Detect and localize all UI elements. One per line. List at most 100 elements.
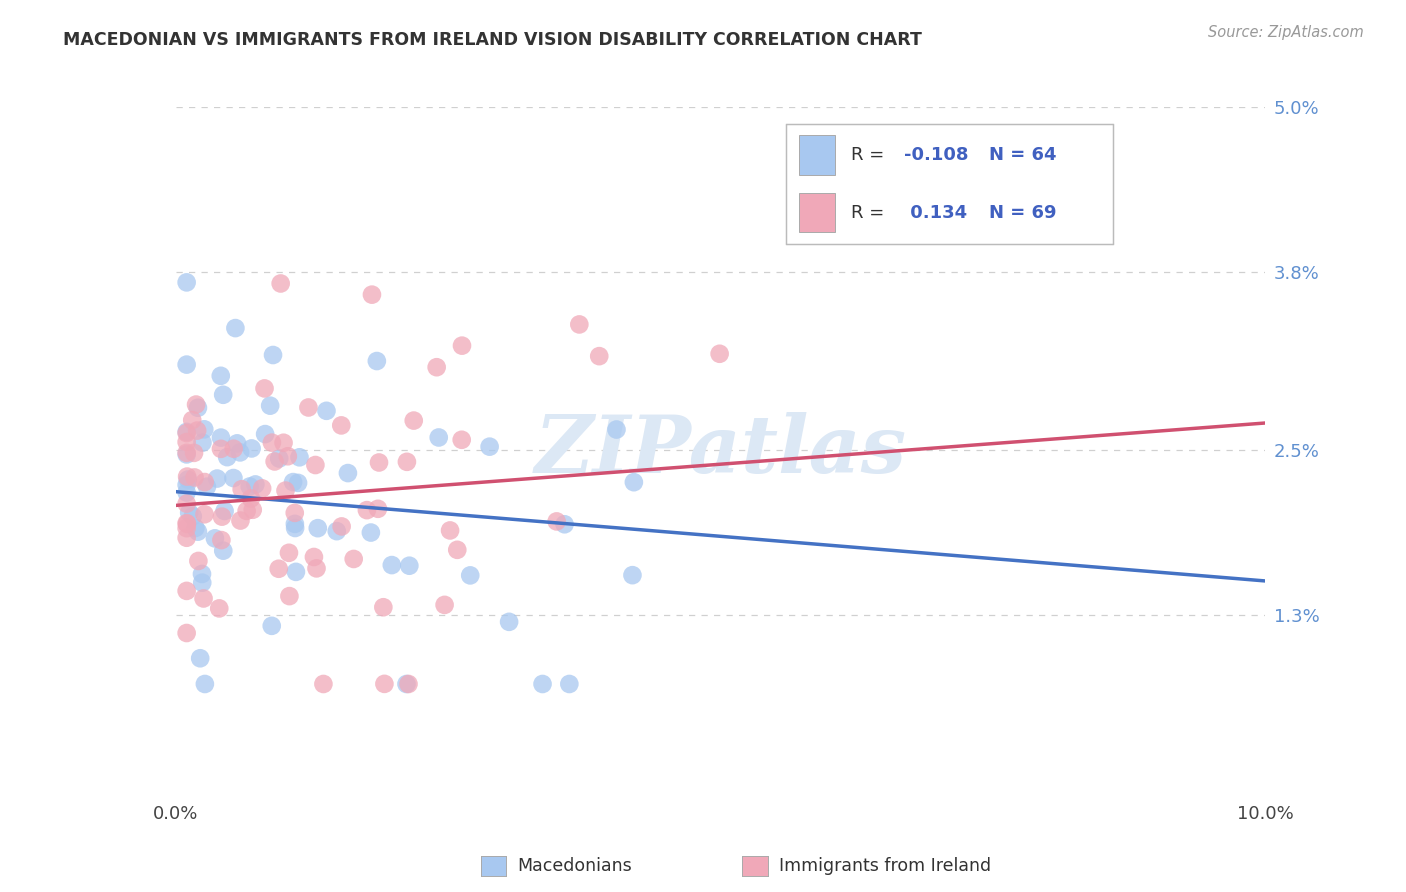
Point xyxy=(433,598,456,612)
Text: Source: ZipAtlas.com: Source: ZipAtlas.com xyxy=(1208,25,1364,40)
Point xyxy=(281,475,304,489)
Point xyxy=(208,601,231,615)
Point xyxy=(343,552,366,566)
Point xyxy=(187,554,209,568)
Point xyxy=(222,442,245,456)
Point xyxy=(181,413,204,427)
Text: -0.108: -0.108 xyxy=(904,146,969,164)
Point xyxy=(304,458,326,472)
Point xyxy=(312,677,335,691)
Point xyxy=(568,318,591,332)
Point xyxy=(194,677,217,691)
Point xyxy=(259,399,281,413)
Point xyxy=(302,549,325,564)
Point xyxy=(240,442,263,456)
FancyBboxPatch shape xyxy=(799,193,835,233)
Point xyxy=(176,425,198,439)
Point xyxy=(427,430,450,444)
Point xyxy=(297,401,319,415)
Point xyxy=(260,435,283,450)
Point xyxy=(176,469,198,483)
Point xyxy=(187,401,209,415)
Point xyxy=(191,575,214,590)
Text: MACEDONIAN VS IMMIGRANTS FROM IRELAND VISION DISABILITY CORRELATION CHART: MACEDONIAN VS IMMIGRANTS FROM IRELAND VI… xyxy=(63,31,922,49)
Point xyxy=(226,436,249,450)
Point xyxy=(193,422,215,436)
Point xyxy=(588,349,610,363)
Point xyxy=(260,619,283,633)
Point xyxy=(222,471,245,485)
Point xyxy=(183,446,205,460)
Point xyxy=(426,360,449,375)
Point xyxy=(262,348,284,362)
Point xyxy=(498,615,520,629)
Point xyxy=(278,589,301,603)
Point xyxy=(242,502,264,516)
Point xyxy=(623,475,645,490)
Point xyxy=(184,398,207,412)
Point xyxy=(250,482,273,496)
Point xyxy=(229,514,252,528)
Point xyxy=(605,423,627,437)
Point xyxy=(235,504,257,518)
Point xyxy=(373,600,395,615)
Point xyxy=(287,475,309,490)
Point xyxy=(531,677,554,691)
Point xyxy=(239,479,262,493)
Point xyxy=(336,466,359,480)
Point xyxy=(209,368,232,383)
Point xyxy=(305,561,328,575)
Point xyxy=(176,485,198,500)
Point xyxy=(546,515,568,529)
Point xyxy=(176,276,198,290)
Point xyxy=(284,506,307,520)
Point xyxy=(205,471,228,485)
Point xyxy=(176,516,198,531)
Point xyxy=(193,591,215,606)
Point xyxy=(204,532,226,546)
Point xyxy=(253,381,276,395)
Point xyxy=(361,287,384,301)
Text: Macedonians: Macedonians xyxy=(517,857,633,875)
Point xyxy=(373,677,395,691)
Point xyxy=(356,503,378,517)
Text: R =: R = xyxy=(852,203,890,221)
Point xyxy=(330,418,353,433)
Point xyxy=(186,424,208,438)
Point xyxy=(176,358,198,372)
Point xyxy=(176,446,198,460)
Point xyxy=(451,339,474,353)
Point xyxy=(209,431,232,445)
Point xyxy=(188,651,211,665)
Point xyxy=(239,491,262,506)
Point xyxy=(263,454,285,468)
Point xyxy=(274,483,297,498)
Point xyxy=(209,442,232,456)
Point xyxy=(398,558,420,573)
Point xyxy=(217,450,239,464)
Point xyxy=(288,450,311,465)
Point xyxy=(214,504,236,518)
Point xyxy=(439,524,461,538)
Point xyxy=(621,568,644,582)
Point xyxy=(402,414,425,428)
Text: N = 64: N = 64 xyxy=(988,146,1056,164)
Point xyxy=(284,516,307,531)
Point xyxy=(277,449,299,463)
Point xyxy=(224,321,246,335)
Point xyxy=(229,445,252,459)
Point xyxy=(176,435,198,450)
Point xyxy=(176,447,198,461)
Point xyxy=(176,531,198,545)
Text: ZIPatlas: ZIPatlas xyxy=(534,412,907,489)
Point xyxy=(183,470,205,484)
Point xyxy=(360,525,382,540)
Point xyxy=(184,521,207,535)
Point xyxy=(558,677,581,691)
Point xyxy=(191,566,214,581)
Point xyxy=(398,677,420,691)
Point xyxy=(176,626,198,640)
Point xyxy=(181,509,204,524)
Point xyxy=(381,558,404,572)
Point xyxy=(212,388,235,402)
